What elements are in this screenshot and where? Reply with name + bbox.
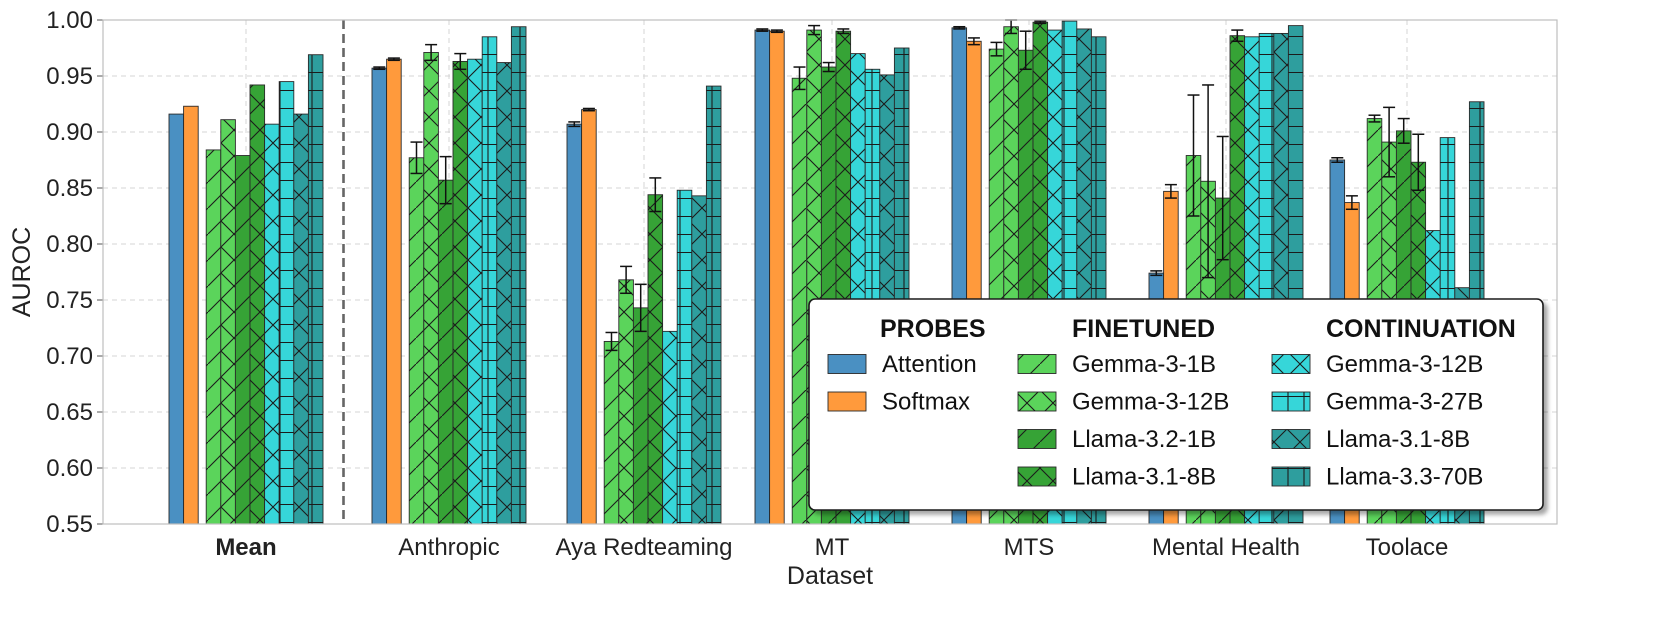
legend-swatch-hatch xyxy=(1272,354,1310,374)
legend-swatch xyxy=(827,354,867,374)
legend-label: Attention xyxy=(882,351,977,378)
bar-aya-redteaming-continuation-llama-3-3-70b-hatch xyxy=(706,86,721,524)
x-tick-label-mt: MT xyxy=(815,534,850,561)
bar-mt-probes-softmax xyxy=(769,30,785,525)
legend-item-continuation-gemma-3-27b: Gemma-3-27B xyxy=(1271,389,1483,416)
x-tick-label-anthropic: Anthropic xyxy=(398,534,499,561)
y-tick-label: 0.70 xyxy=(46,343,93,370)
bar-mean-finetuned-gemma-3-1b-hatch xyxy=(206,149,221,525)
x-tick-label-mean: Mean xyxy=(215,534,276,561)
legend-item-probes-softmax: Softmax xyxy=(827,389,970,416)
bar-anthropic-continuation-llama-3-1-8b-hatch xyxy=(496,62,512,525)
y-tick-label: 1.00 xyxy=(46,7,93,34)
bar-mean-continuation-llama-3-3-70b-hatch xyxy=(308,54,323,524)
legend-swatch-hatch xyxy=(1272,467,1310,486)
bar-aya-redteaming-finetuned-gemma-3-12b-hatch xyxy=(618,279,634,524)
x-tick-label-aya-redteaming: Aya Redteaming xyxy=(556,534,733,561)
bar-aya-redteaming-finetuned-llama-3-2-1b-hatch xyxy=(633,307,648,524)
x-tick-label-mts: MTS xyxy=(1004,534,1055,561)
bar-mean-finetuned-llama-3-1-8b-hatch xyxy=(250,84,265,525)
bar-mean-continuation-gemma-3-12b-hatch xyxy=(264,124,280,524)
bar-group-aya-redteaming xyxy=(566,85,722,525)
y-tick-label: 0.60 xyxy=(46,455,93,482)
legend-item-finetuned-llama-3-2-1b: Llama-3.2-1B xyxy=(1017,426,1216,453)
legend-label: Gemma-3-12B xyxy=(1072,389,1229,416)
legend-label: Llama-3.1-8B xyxy=(1072,464,1216,491)
bar-aya-redteaming-continuation-gemma-3-12b-hatch xyxy=(662,331,678,524)
bar-aya-redteaming-continuation-llama-3-1-8b-hatch xyxy=(691,195,707,524)
legend-swatch xyxy=(827,391,867,412)
bar-mean-finetuned-llama-3-2-1b-hatch xyxy=(235,155,250,524)
legend-label: Gemma-3-12B xyxy=(1326,351,1483,378)
bar-mt-finetuned-gemma-3-1b-hatch xyxy=(792,78,807,525)
plot-frame xyxy=(102,19,1558,525)
legend-label: Gemma-3-1B xyxy=(1072,351,1216,378)
legend: PROBES Attention Softmax FINETUNED Gemma-3-1… xyxy=(808,298,1544,511)
bar-mt-probes-attention xyxy=(754,29,771,525)
bar-anthropic-finetuned-llama-3-1-8b-hatch xyxy=(453,61,468,524)
legend-box xyxy=(808,298,1544,511)
bar-anthropic-finetuned-gemma-3-1b-hatch xyxy=(409,157,424,524)
y-tick-label: 0.90 xyxy=(46,119,93,146)
legend-item-finetuned-gemma-3-1b: Gemma-3-1B xyxy=(1017,351,1216,378)
bar-group-anthropic xyxy=(371,26,527,525)
legend-header-finetuned: FINETUNED xyxy=(1072,315,1215,343)
legend-label: Llama-3.3-70B xyxy=(1326,464,1483,491)
axes-layer: 0.55 0.60 0.65 0.70 0.75 0.80 0.85 0.90 0.95 1.00… xyxy=(8,7,1558,590)
legend-swatch-hatch xyxy=(1018,392,1056,411)
legend-header-probes: PROBES xyxy=(880,315,986,343)
y-tick-label: 0.95 xyxy=(46,63,93,90)
bar-anthropic-continuation-gemma-3-12b-hatch xyxy=(467,59,483,524)
bar-anthropic-probes-attention xyxy=(371,67,388,525)
legend-item-probes-attention: Attention xyxy=(827,351,977,378)
bar-anthropic-probes-softmax xyxy=(386,58,402,525)
y-axis-title: AUROC xyxy=(8,227,36,317)
bar-aya-redteaming-continuation-gemma-3-27b-hatch xyxy=(677,190,692,525)
bar-anthropic-continuation-llama-3-3-70b-hatch xyxy=(511,26,526,524)
legend-label: Llama-3.2-1B xyxy=(1072,426,1216,453)
legend-label: Llama-3.1-8B xyxy=(1326,426,1470,453)
x-axis-title: Dataset xyxy=(787,562,873,590)
bar-aya-redteaming-probes-softmax xyxy=(581,109,597,525)
bar-anthropic-finetuned-gemma-3-12b-hatch xyxy=(423,52,439,524)
bar-mean-probes-softmax xyxy=(183,105,199,525)
legend-label: Softmax xyxy=(882,389,970,416)
bar-mean-continuation-llama-3-1-8b-hatch xyxy=(293,114,309,524)
y-tick-label: 0.65 xyxy=(46,399,93,426)
x-tick-label-toolace: Toolace xyxy=(1366,534,1449,561)
bar-anthropic-continuation-gemma-3-27b-hatch xyxy=(482,36,497,525)
y-tick-label: 0.55 xyxy=(46,511,93,538)
legend-item-finetuned-gemma-3-12b: Gemma-3-12B xyxy=(1017,389,1229,416)
legend-item-continuation-llama-3-1-8b: Llama-3.1-8B xyxy=(1271,426,1470,453)
legend-item-continuation-llama-3-3-70b: Llama-3.3-70B xyxy=(1271,464,1483,491)
bar-aya-redteaming-finetuned-llama-3-1-8b-hatch xyxy=(648,194,663,524)
y-tick-label: 0.80 xyxy=(46,231,93,258)
y-tick-label: 0.75 xyxy=(46,287,93,314)
legend-swatch-hatch xyxy=(1272,392,1310,411)
legend-item-finetuned-llama-3-1-8b: Llama-3.1-8B xyxy=(1017,464,1216,491)
bar-mean-probes-attention xyxy=(168,113,185,525)
legend-swatch-hatch xyxy=(1018,354,1056,374)
bar-group-mean xyxy=(168,54,324,525)
legend-item-continuation-gemma-3-12b: Gemma-3-12B xyxy=(1271,351,1483,378)
x-tick-label-mental-health: Mental Health xyxy=(1152,534,1300,561)
legend-swatch-hatch xyxy=(1018,429,1056,449)
bar-anthropic-finetuned-llama-3-2-1b-hatch xyxy=(438,180,453,524)
bar-aya-redteaming-probes-attention xyxy=(566,123,583,525)
y-tick-label: 0.85 xyxy=(46,175,93,202)
bar-aya-redteaming-finetuned-gemma-3-1b-hatch xyxy=(604,341,619,524)
legend-label: Gemma-3-27B xyxy=(1326,389,1483,416)
bar-mean-finetuned-gemma-3-12b-hatch xyxy=(220,119,236,525)
bar-mean-continuation-gemma-3-27b-hatch xyxy=(279,81,294,524)
legend-swatch-hatch xyxy=(1018,467,1056,486)
legend-swatch-hatch xyxy=(1272,429,1310,449)
legend-header-continuation: CONTINUATION xyxy=(1326,315,1516,343)
